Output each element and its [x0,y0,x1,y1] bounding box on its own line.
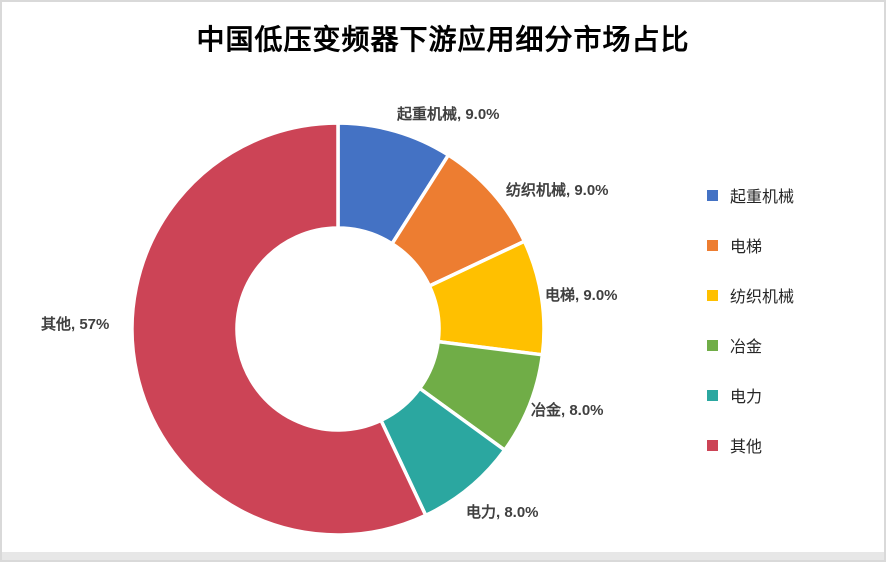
legend-item-metallurgy[interactable]: 冶金 [707,335,794,356]
data-label-others: 其他, 57% [41,316,110,333]
legend-swatch-icon [707,189,718,201]
legend-item-crane-machinery[interactable]: 起重机械 [707,185,795,206]
legend: 起重机械 电梯 纺织机械 冶金 电力 其他 [707,185,795,456]
legend-item-others[interactable]: 其他 [707,435,794,456]
legend-label: 电力 [730,389,763,406]
legend-item-textile-machinery[interactable]: 纺织机械 [707,285,795,306]
legend-label: 起重机械 [730,189,795,206]
legend-label: 其他 [730,439,763,456]
legend-swatch-icon [707,389,718,401]
legend-swatch-icon [707,339,718,351]
data-label-crane-machinery: 起重机械, 9.0% [397,106,500,123]
legend-item-electric-power[interactable]: 电力 [707,385,794,406]
legend-swatch-icon [707,439,718,451]
legend-label: 冶金 [730,339,763,356]
data-label-metallurgy: 冶金, 8.0% [531,402,604,419]
data-label-textile-machinery: 纺织机械, 9.0% [506,182,609,199]
legend-label: 电梯 [730,239,763,256]
chart-title: 中国低压变频器下游应用细分市场占比 [196,24,690,55]
pie-slice-others[interactable] [130,121,428,537]
legend-label: 纺织机械 [730,289,795,306]
bottom-edge [2,552,884,560]
legend-swatch-icon [707,289,718,301]
data-label-electric-power: 电力, 8.0% [466,504,539,521]
legend-swatch-icon [707,239,718,251]
legend-item-elevator[interactable]: 电梯 [707,235,794,256]
data-label-elevator: 电梯, 9.0% [545,287,618,304]
